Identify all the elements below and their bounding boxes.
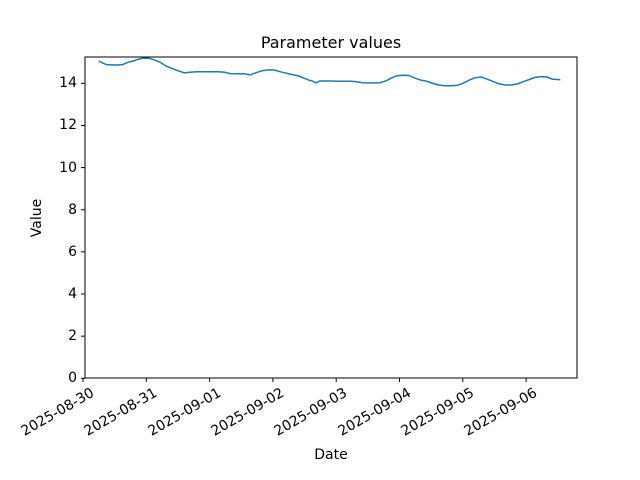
y-tick-label: 14	[59, 75, 77, 92]
y-axis-label: Value	[29, 198, 45, 238]
y-tick-label: 2	[68, 328, 77, 345]
y-tick-label: 10	[59, 159, 77, 176]
series-line	[98, 57, 561, 87]
y-tick-label: 0	[68, 370, 77, 387]
chart-title: Parameter values	[260, 33, 402, 52]
y-tick-label: 8	[68, 201, 77, 218]
x-axis-label: Date	[314, 447, 348, 463]
axes-frame	[84, 56, 578, 379]
tick-marks	[81, 82, 527, 382]
y-tick-label: 12	[59, 117, 77, 134]
y-tick-label: 6	[68, 243, 77, 260]
y-tick-label: 4	[68, 286, 77, 303]
